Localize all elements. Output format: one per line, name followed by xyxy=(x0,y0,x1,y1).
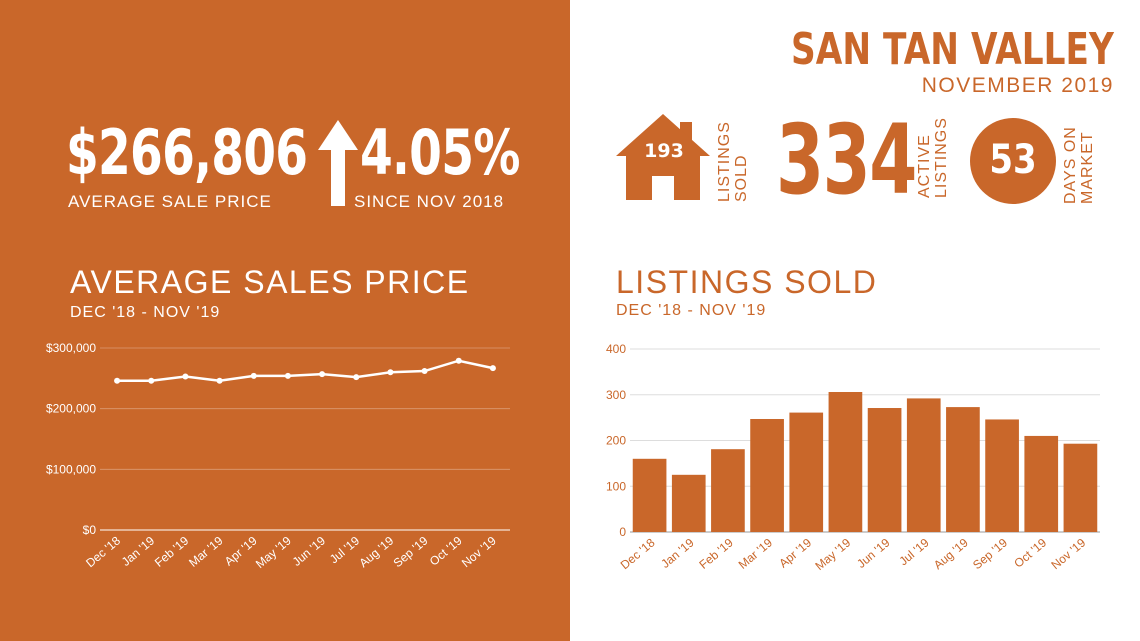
x-tick-label: Aug '19 xyxy=(931,535,971,572)
x-tick-label: Feb '19 xyxy=(696,535,736,571)
x-tick-label: Sep '19 xyxy=(970,535,1010,572)
x-tick-label: Jan '19 xyxy=(658,535,697,571)
bar xyxy=(671,474,706,532)
data-point xyxy=(489,365,496,372)
avg-price-chart-title: AVERAGE SALES PRICE xyxy=(70,264,470,300)
price-change-value: 4.05% xyxy=(360,116,520,189)
x-tick-label: May '19 xyxy=(253,533,294,571)
data-point xyxy=(182,373,189,380)
bar xyxy=(632,458,667,532)
x-tick-label: May '19 xyxy=(812,535,853,573)
y-tick-label: $0 xyxy=(83,523,97,537)
data-point xyxy=(455,357,462,364)
series-line xyxy=(117,359,494,383)
x-tick-label: Sep '19 xyxy=(391,533,431,570)
report-date: NOVEMBER 2019 xyxy=(921,74,1114,97)
data-point xyxy=(114,377,121,384)
y-tick-label: 0 xyxy=(619,525,626,539)
left-panel xyxy=(0,0,570,641)
data-point xyxy=(353,374,360,381)
x-tick-label: Oct '19 xyxy=(427,533,465,568)
listings-sold-chart-title: LISTINGS SOLD xyxy=(616,264,878,300)
y-tick-label: 100 xyxy=(606,479,626,493)
x-tick-label: Dec '18 xyxy=(83,533,123,570)
bar xyxy=(789,412,824,532)
active-listings-label: ACTIVE LISTINGS xyxy=(916,117,950,198)
listings-sold-chart-subtitle: DEC '18 - NOV '19 xyxy=(616,302,767,319)
bar xyxy=(946,407,980,532)
bar xyxy=(985,419,1019,532)
arrow-up-icon xyxy=(318,120,358,206)
x-tick-label: Jul '19 xyxy=(896,535,932,568)
right-panel xyxy=(570,0,1140,641)
x-tick-label: Oct '19 xyxy=(1011,535,1049,570)
data-point xyxy=(387,369,394,376)
data-point xyxy=(421,368,428,375)
y-tick-label: 400 xyxy=(606,342,626,356)
data-point xyxy=(250,372,257,379)
avg-price-chart-subtitle: DEC '18 - NOV '19 xyxy=(70,304,221,321)
y-tick-label: 200 xyxy=(606,434,626,448)
x-tick-label: Apr '19 xyxy=(776,535,814,570)
bar xyxy=(828,392,863,532)
price-change-label: SINCE NOV 2018 xyxy=(354,192,505,211)
active-listings-value: 334 xyxy=(776,104,917,216)
x-tick-label: Dec '18 xyxy=(618,535,658,572)
listings-sold-chart: 0 100 200 300 400 Dec '18 Jan '19 Feb '19 Mar '1… xyxy=(606,342,1100,573)
x-tick-label: Jun '19 xyxy=(290,533,329,569)
x-tick-label: Nov '19 xyxy=(459,533,499,570)
days-on-market-value: 53 xyxy=(989,137,1037,183)
house-icon xyxy=(616,114,710,200)
bar xyxy=(1024,435,1059,532)
listings-sold-label: LISTINGS SOLD xyxy=(716,121,750,202)
x-tick-label: Jun '19 xyxy=(854,535,893,571)
listings-sold-value: 193 xyxy=(644,140,684,162)
average-sale-price-label: AVERAGE SALE PRICE xyxy=(68,192,272,211)
data-point xyxy=(319,371,326,378)
y-tick-label: $300,000 xyxy=(46,341,96,355)
city-title: SAN TAN VALLEY xyxy=(791,24,1114,75)
x-tick-label: Jan '19 xyxy=(119,533,158,569)
days-on-market-badge xyxy=(970,118,1056,204)
bar xyxy=(711,449,745,532)
y-tick-label: 300 xyxy=(606,388,626,402)
bar xyxy=(867,408,902,532)
data-point xyxy=(148,377,155,384)
bar xyxy=(1063,443,1098,532)
x-tick-label: Mar '19 xyxy=(736,535,776,571)
bar xyxy=(750,418,784,532)
days-on-market-label: DAYS ON MARKET xyxy=(1062,126,1096,204)
x-tick-label: Mar '19 xyxy=(186,533,226,569)
y-tick-label: $200,000 xyxy=(46,402,96,416)
y-tick-label: $100,000 xyxy=(46,462,96,476)
data-point xyxy=(216,377,223,384)
bar xyxy=(906,398,941,532)
x-tick-label: Nov '19 xyxy=(1048,535,1088,572)
x-tick-label: Aug '19 xyxy=(356,533,396,570)
data-point xyxy=(284,372,291,379)
x-tick-label: Feb '19 xyxy=(152,533,192,569)
average-sale-price-value: $266,806 xyxy=(66,116,308,189)
